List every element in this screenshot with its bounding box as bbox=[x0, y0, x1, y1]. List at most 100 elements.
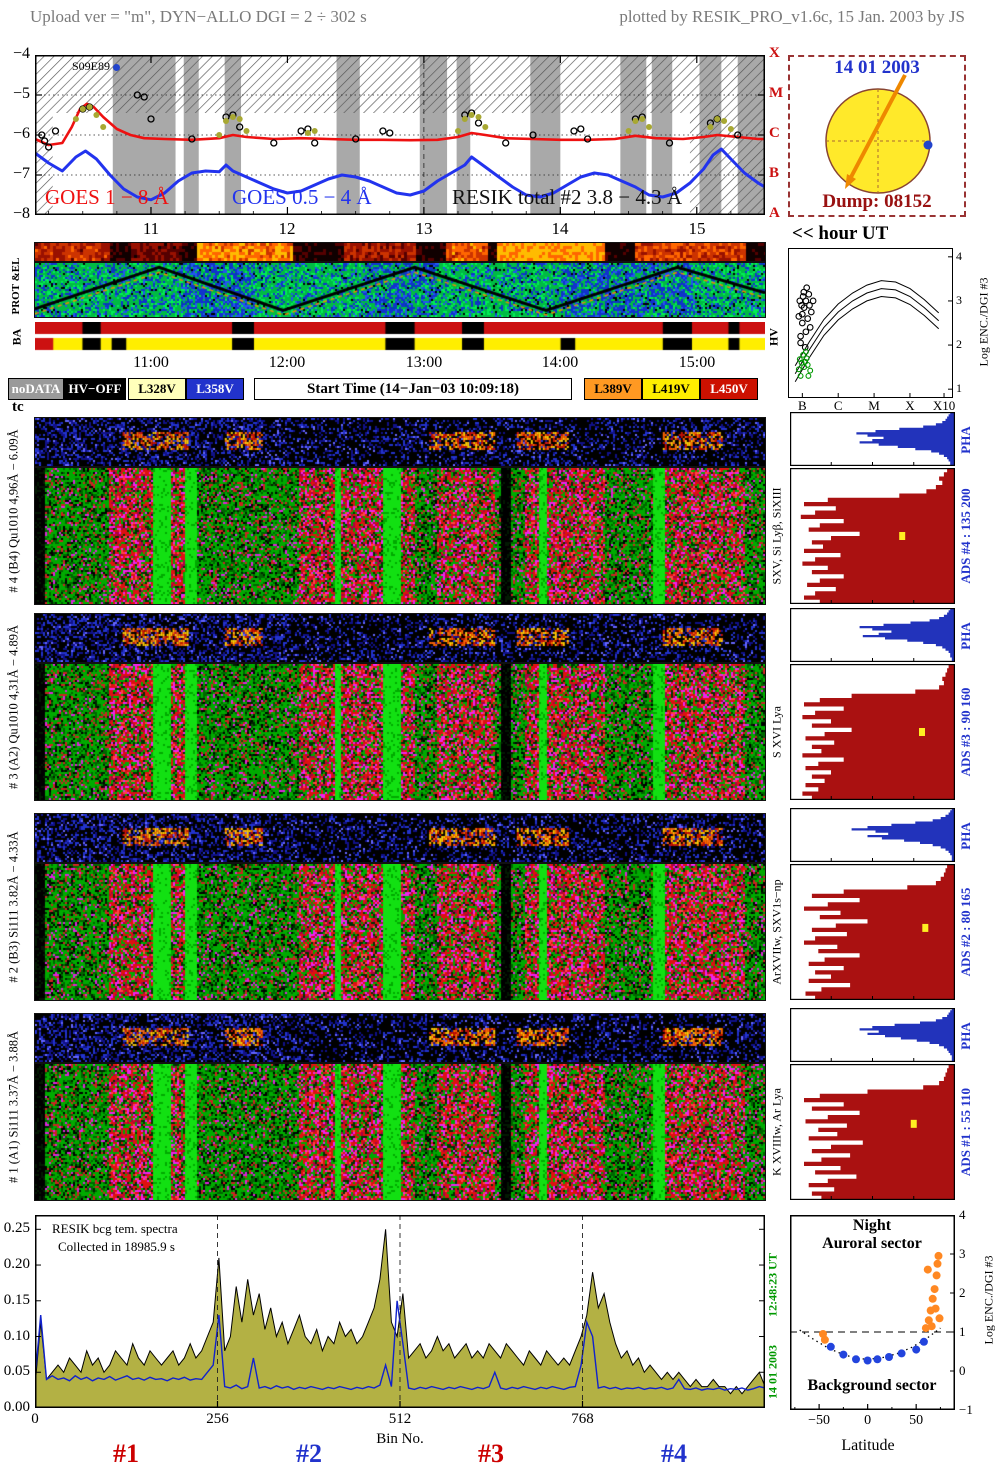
lat-ytick: 0 bbox=[959, 1363, 966, 1378]
goes-short-label: GOES 0.5 − 4 Å bbox=[232, 185, 372, 209]
latitude-xlabel: Latitude bbox=[841, 1437, 895, 1454]
lat-ytick: 2 bbox=[959, 1285, 966, 1300]
pha-spectrogram-canvas bbox=[35, 614, 765, 662]
pha-histogram-1 bbox=[790, 1008, 956, 1062]
spectrum-xtick: 768 bbox=[571, 1411, 594, 1427]
flare-position-marker-icon bbox=[113, 63, 121, 71]
hv-axis-label: HV bbox=[766, 328, 781, 346]
ql-date-label: 14 01 2003 bbox=[765, 1345, 780, 1399]
goes-class-letter: X bbox=[769, 45, 780, 61]
pointing-arrow bbox=[848, 74, 907, 180]
time-tick: 15:00 bbox=[678, 354, 716, 371]
ads-spectrogram-canvas bbox=[35, 664, 765, 800]
pha-spectrogram-canvas bbox=[35, 814, 765, 862]
lat-ytick: 3 bbox=[959, 1246, 966, 1261]
pha-spectrogram-4 bbox=[34, 417, 766, 467]
legend-item-l389v: L389V bbox=[584, 378, 642, 400]
pha-histogram-4-svg bbox=[790, 412, 956, 466]
spectrum-ytick: 0.25 bbox=[3, 1220, 30, 1236]
legend-item-l358v: L358V bbox=[186, 378, 244, 400]
channel-axis-label: # 1 (A1) Si111 3.37Å − 3.88Å bbox=[6, 1031, 21, 1183]
night-label: Night bbox=[852, 1217, 892, 1234]
protel-canvas bbox=[35, 263, 765, 317]
sun-date-label: 14 01 2003 bbox=[834, 57, 920, 78]
enc-vs-goes-plot bbox=[788, 248, 953, 398]
header-left-text: Upload ver = "m", DYN−ALLO DGI = 2 ÷ 302… bbox=[30, 7, 367, 26]
target-dot bbox=[923, 140, 933, 150]
legend-item-l450v: L450V bbox=[700, 378, 758, 400]
mini-xtick: X bbox=[905, 398, 915, 413]
solar-disk bbox=[825, 88, 931, 194]
spectrum-ytick: 0.20 bbox=[3, 1256, 30, 1272]
goes-class-letter: A bbox=[769, 205, 780, 221]
ads-spectrogram-canvas bbox=[35, 1064, 765, 1200]
goes-flux-panel bbox=[34, 54, 766, 216]
goes-ytick: −8 bbox=[12, 205, 30, 222]
pha-histogram-1-svg bbox=[790, 1008, 956, 1062]
pointing-arrow-head bbox=[845, 174, 856, 189]
line-id-label: ArXVIIw, SXV1s−np bbox=[769, 879, 784, 985]
lat-ylabel: Log ENC./DGI #3 bbox=[981, 1255, 996, 1345]
goes-class-letter: B bbox=[769, 165, 780, 181]
channel-label-3: #3 bbox=[478, 1439, 504, 1468]
ads-spectrogram-canvas bbox=[35, 468, 765, 604]
channel-axis-label: # 3 (A2) Qu1010 4,31Å − 4.89Å bbox=[6, 625, 21, 789]
goes-ytick: −7 bbox=[12, 165, 30, 182]
ba-axis-label: BA bbox=[9, 328, 24, 346]
legend-item-hv-off: HV−OFF bbox=[64, 378, 126, 400]
channel-label-4: #4 bbox=[661, 1439, 687, 1468]
legend-item-nodata: noDATA bbox=[8, 378, 64, 400]
header-right-text: plotted by RESIK_PRO_v1.6c, 15 Jan. 2003… bbox=[619, 7, 965, 26]
pha-histogram-2 bbox=[790, 808, 956, 862]
ads-histogram-1 bbox=[790, 1064, 956, 1201]
ads-right-label: ADS #1 : 55 110 bbox=[958, 1087, 974, 1177]
spectrum-xlabel: Bin No. bbox=[376, 1431, 424, 1447]
channel-axis-label: # 4 (B4) Qu1010 4,96Å − 6.09Å bbox=[6, 429, 21, 593]
pha-right-label: PHA bbox=[958, 1022, 974, 1050]
ba-voltage-strip bbox=[35, 322, 765, 352]
spectrum-xtick: 256 bbox=[206, 1411, 229, 1427]
ql-time-label: 12:48:23 UT bbox=[765, 1253, 780, 1317]
lat-xtick: 50 bbox=[909, 1413, 924, 1428]
latitude-svg bbox=[790, 1214, 955, 1411]
goes-ytick: −5 bbox=[12, 85, 30, 102]
time-tick: 13:00 bbox=[405, 354, 443, 371]
spectrum-xtick: 512 bbox=[388, 1411, 412, 1427]
channel-axis-label: # 2 (B3) Si111 3.82Å − 4.33Å bbox=[6, 831, 21, 983]
mini-ytick: 3 bbox=[956, 292, 962, 307]
ads-right-label: ADS #2 : 80 165 bbox=[958, 887, 974, 977]
hour-ut-note: << hour UT bbox=[792, 223, 889, 244]
lat-xtick: 0 bbox=[864, 1413, 872, 1428]
header: Upload ver = "m", DYN−ALLO DGI = 2 ÷ 302… bbox=[30, 8, 965, 26]
spectrum-ytick: 0.15 bbox=[3, 1292, 30, 1308]
pha-spectrogram-canvas bbox=[35, 1014, 765, 1062]
channel-label-2: #2 bbox=[296, 1439, 322, 1468]
bg-spectrum-svg bbox=[34, 1215, 766, 1408]
series-GOES 0.5−4 Å bbox=[34, 147, 766, 202]
resik-total-label: RESIK total #2 3.8 − 4.3 Å bbox=[452, 185, 683, 209]
background-sector-label: Background sector bbox=[807, 1377, 937, 1394]
dump-label: Dump: 08152 bbox=[822, 191, 932, 212]
mini-ytick: 1 bbox=[956, 381, 962, 396]
spectrum-ytick: 0.05 bbox=[3, 1363, 30, 1379]
ads-histogram-4-svg bbox=[790, 468, 956, 605]
pha-right-label: PHA bbox=[958, 822, 974, 850]
proton-electron-heat-strip bbox=[34, 242, 766, 262]
goes-class-letter: C bbox=[769, 125, 780, 141]
legend-item-l419v: L419V bbox=[642, 378, 700, 400]
line-id-label: K XVIIIw, Ar Lya bbox=[769, 1088, 784, 1176]
pha-histogram-2-svg bbox=[790, 808, 956, 862]
enc-goes-svg bbox=[788, 248, 953, 398]
lat-ytick: −1 bbox=[959, 1402, 973, 1417]
solar-disk-svg bbox=[825, 74, 933, 194]
ba-canvas bbox=[35, 322, 765, 352]
ads-histogram-1-svg bbox=[790, 1064, 956, 1201]
ads-histogram-3-svg bbox=[790, 664, 956, 801]
auroral-sector-label: Auroral sector bbox=[822, 1235, 922, 1252]
pha-spectrogram-2 bbox=[34, 813, 766, 863]
pha-histogram-4 bbox=[790, 412, 956, 466]
line-id-label: S XVI Lya bbox=[769, 706, 784, 758]
flare-position-text: S09E89 bbox=[72, 59, 111, 73]
ads-histogram-2-svg bbox=[790, 864, 956, 1001]
